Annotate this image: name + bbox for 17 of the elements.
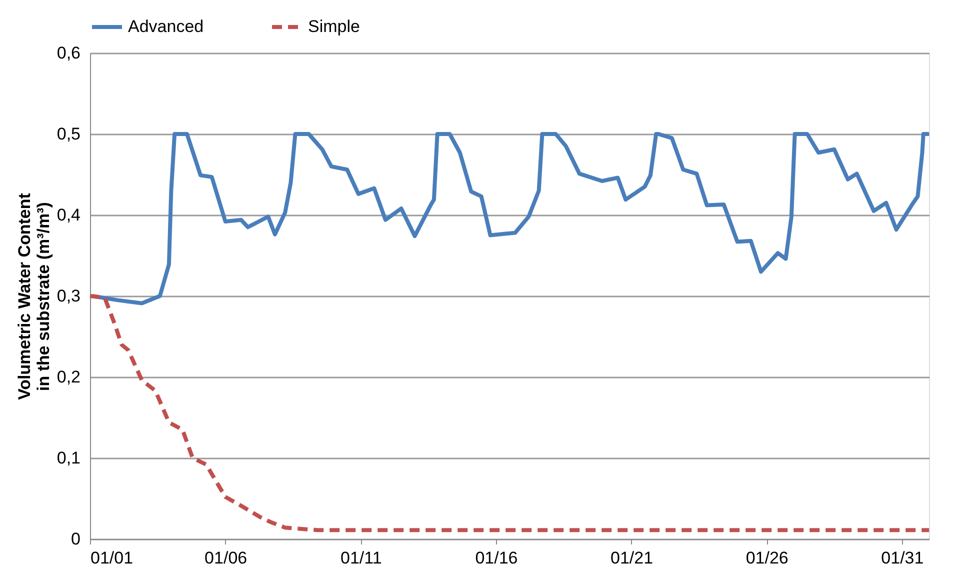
x-tick-label: 01/26	[746, 548, 788, 568]
y-tick-label: 0,5	[56, 124, 80, 144]
x-tick-label: 01/06	[204, 548, 248, 568]
x-tick-label: 01/11	[340, 548, 382, 568]
x-tick-label: 01/21	[610, 548, 654, 568]
x-tick-label: 01/31	[881, 548, 924, 568]
y-tick-label: 0,6	[56, 44, 80, 62]
x-tick-label: 01/01	[90, 548, 134, 568]
y-tick-label: 0,3	[56, 286, 80, 306]
legend-label: Simple	[308, 17, 360, 36]
legend-label: Advanced	[128, 17, 204, 36]
y-tick-label: 0,2	[56, 368, 80, 386]
y-axis-title: Volumetric Water Content in the substrate (m³/m³)	[14, 192, 53, 400]
y-tick-label: 0,1	[56, 448, 80, 468]
x-tick-label: 01/16	[475, 548, 518, 568]
y-tick-label: 0,4	[56, 206, 80, 224]
y-tick-label: 0	[71, 530, 80, 548]
